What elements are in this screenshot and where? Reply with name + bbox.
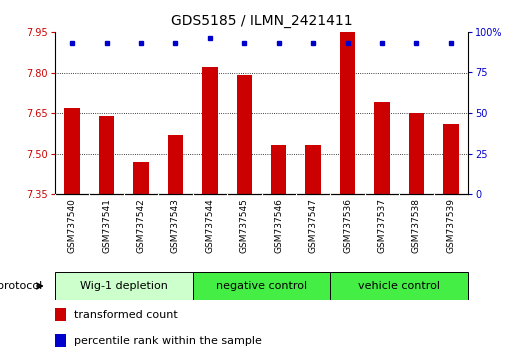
Text: GSM737545: GSM737545 [240,198,249,253]
Bar [443,124,459,194]
Bar [202,67,218,194]
Text: GSM737540: GSM737540 [68,198,77,253]
Text: negative control: negative control [216,281,307,291]
Bar [99,116,114,194]
Text: GSM737547: GSM737547 [309,198,318,253]
Bar [65,108,80,194]
Bar [271,145,286,194]
Text: vehicle control: vehicle control [358,281,440,291]
Text: GSM737543: GSM737543 [171,198,180,253]
Bar [55,272,193,300]
Bar [193,272,330,300]
Text: Wig-1 depletion: Wig-1 depletion [80,281,168,291]
Bar [374,102,390,194]
Text: GSM737539: GSM737539 [446,198,456,253]
Bar [168,135,183,194]
Bar [55,334,66,347]
Text: GSM737542: GSM737542 [136,198,146,253]
Bar [236,75,252,194]
Text: GSM737536: GSM737536 [343,198,352,253]
Bar [133,161,149,194]
Bar [330,272,468,300]
Text: protocol: protocol [0,281,42,291]
Bar [409,113,424,194]
Bar [55,308,66,321]
Bar [340,32,356,194]
Text: percentile rank within the sample: percentile rank within the sample [74,336,262,346]
Text: GSM737544: GSM737544 [205,198,214,253]
Text: GSM737537: GSM737537 [378,198,386,253]
Text: GSM737546: GSM737546 [274,198,283,253]
Text: GSM737541: GSM737541 [102,198,111,253]
Bar [305,145,321,194]
Text: GSM737538: GSM737538 [412,198,421,253]
Text: transformed count: transformed count [74,309,177,320]
Title: GDS5185 / ILMN_2421411: GDS5185 / ILMN_2421411 [171,14,352,28]
